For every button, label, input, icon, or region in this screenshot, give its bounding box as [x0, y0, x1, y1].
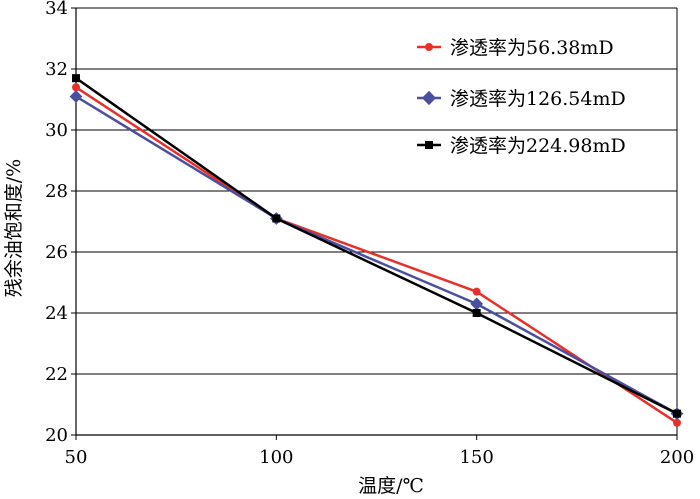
- y-tick-label: 26: [45, 242, 68, 263]
- series-line-2: [75, 95, 678, 415]
- legend: 渗透率为56.38mD 渗透率为126.54mD 渗透率为224.98mD: [417, 37, 626, 157]
- data-point: [470, 297, 484, 311]
- legend-item-2: 渗透率为126.54mD: [417, 88, 626, 110]
- data-point: [673, 409, 681, 418]
- grid-layer: [76, 7, 677, 436]
- y-tick-label: 22: [45, 364, 68, 385]
- x-tick-label: 200: [660, 447, 694, 468]
- y-tick-label: 34: [45, 0, 68, 19]
- series-line-1: [75, 86, 678, 424]
- y-axis-title: 残余油饱和度/%: [3, 159, 25, 297]
- y-tick-label: 32: [45, 59, 68, 80]
- y-tick-label: 24: [45, 303, 68, 324]
- x-tick-label: 150: [459, 447, 493, 468]
- data-point: [472, 309, 481, 317]
- series-layer: [69, 74, 684, 427]
- legend-item-1: 渗透率为56.38mD: [417, 37, 614, 59]
- series-line-3: [75, 77, 678, 415]
- data-point: [673, 418, 681, 427]
- data-point: [69, 90, 83, 103]
- data-point: [472, 287, 481, 296]
- y-tick-label: 30: [45, 120, 68, 141]
- svg-text:渗透率为224.98mD: 渗透率为224.98mD: [450, 135, 626, 157]
- svg-text:渗透率为126.54mD: 渗透率为126.54mD: [450, 88, 626, 110]
- legend-item-3: 渗透率为224.98mD: [417, 135, 626, 157]
- y-tick-label: 20: [45, 425, 68, 446]
- data-point: [272, 214, 281, 223]
- x-tick-label: 100: [259, 447, 293, 468]
- x-tick-label: 50: [65, 447, 88, 468]
- data-point: [72, 74, 80, 83]
- y-tick-label: 28: [45, 181, 68, 202]
- axis-layer: [71, 7, 678, 440]
- x-axis-title: 温度/℃: [358, 475, 424, 497]
- data-point: [72, 83, 80, 92]
- svg-text:渗透率为56.38mD: 渗透率为56.38mD: [450, 37, 614, 59]
- tick-layer: 20 22 24 26 28 30 32 34 50 100 150 200: [45, 0, 694, 468]
